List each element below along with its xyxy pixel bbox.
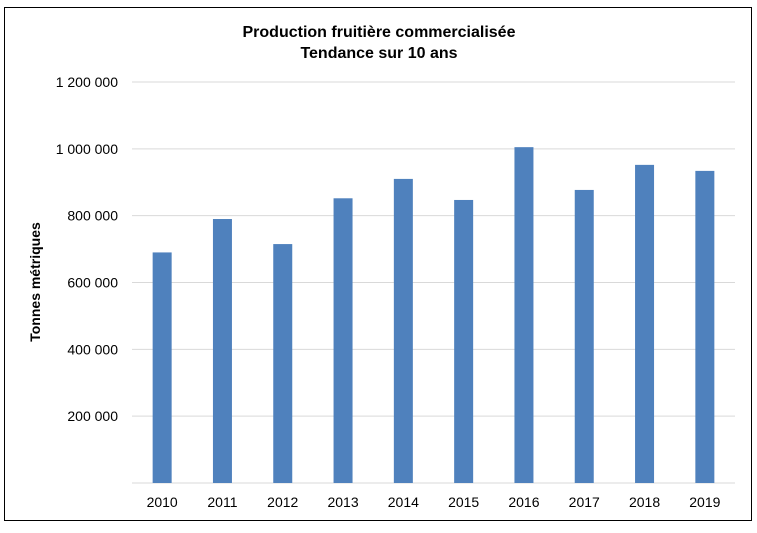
x-tick-label: 2011 [207, 494, 237, 510]
bar [574, 189, 594, 483]
y-axis-title: Tonnes métriques [27, 222, 43, 342]
chart-title-line-2: Tendance sur 10 ans [300, 45, 457, 62]
x-tick-label: 2012 [267, 494, 298, 510]
x-tick-label: 2019 [689, 494, 720, 510]
bars [152, 147, 715, 484]
y-tick-label: 800 000 [67, 208, 118, 224]
y-tick-label: 200 000 [67, 408, 118, 424]
y-tick-label: 1 200 000 [56, 74, 118, 90]
bar [635, 164, 655, 483]
bar [273, 244, 293, 483]
bar [212, 219, 232, 483]
x-tick-labels: 2010 2011 2012 2013 2014 2015 2016 2017 2018 2019 [147, 494, 721, 510]
bar [393, 178, 413, 484]
x-tick-label: 2018 [629, 494, 660, 510]
gridlines [132, 81, 735, 484]
bar [695, 170, 715, 483]
bar [454, 199, 474, 484]
x-tick-label: 2016 [508, 494, 539, 510]
chart-frame [4, 7, 752, 521]
x-tick-label: 2013 [327, 494, 358, 510]
y-tick-labels: 200 000 400 000 600 000 800 000 1 000 000 1 2… [56, 74, 119, 424]
bar [152, 252, 172, 483]
y-tick-label: 600 000 [67, 275, 118, 291]
x-tick-label: 2017 [569, 494, 600, 510]
x-tick-label: 2010 [147, 494, 178, 510]
chart-title-line-1: Production fruitière commercialisée [243, 24, 516, 41]
y-tick-label: 1 000 000 [56, 141, 118, 157]
x-tick-label: 2015 [448, 494, 479, 510]
bar [333, 198, 353, 484]
bar [514, 147, 534, 483]
y-tick-label: 400 000 [67, 341, 118, 357]
x-tick-label: 2014 [388, 494, 419, 510]
